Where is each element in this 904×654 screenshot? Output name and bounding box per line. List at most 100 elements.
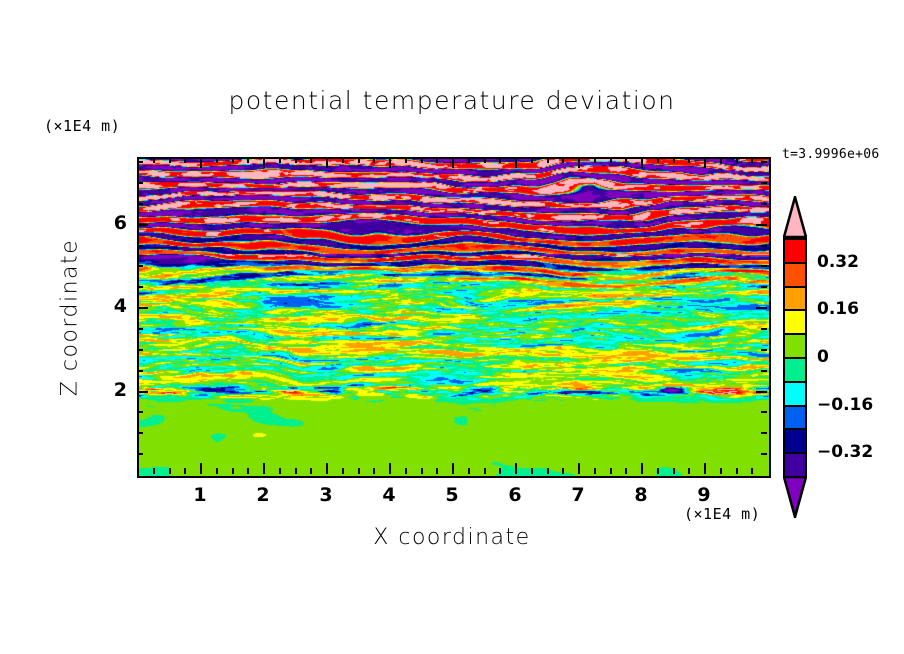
x-tick (373, 468, 376, 474)
colorbar-band[interactable] (783, 285, 807, 312)
x-tick (625, 468, 628, 474)
colorbar-band[interactable] (783, 357, 807, 383)
x-tick-top (751, 157, 754, 163)
x-tick-top (294, 157, 297, 163)
y-tick (137, 369, 143, 372)
x-tick-label: 3 (319, 484, 333, 506)
y-tick (137, 161, 143, 164)
y-tick (137, 286, 143, 289)
x-tick-top (357, 157, 360, 163)
x-tick-top (373, 157, 376, 163)
y-tick (137, 328, 143, 330)
x-tick-top (735, 157, 738, 163)
x-tick (578, 463, 580, 474)
y-tick (137, 411, 143, 414)
x-tick (278, 468, 281, 474)
x-axis-title: X coordinate (373, 525, 531, 550)
y-tick (137, 244, 143, 247)
colorbar-band[interactable] (783, 428, 807, 455)
x-tick-label: 1 (193, 484, 207, 506)
colorbar-band[interactable] (783, 452, 807, 478)
x-tick (467, 468, 470, 474)
colorbar-band[interactable] (783, 333, 807, 359)
x-tick (562, 468, 565, 474)
colorbar-under-arrow (782, 475, 808, 522)
y-tick (137, 348, 143, 351)
x-tick-top (200, 157, 202, 168)
x-tick-top (341, 157, 344, 163)
colorbar-band[interactable] (783, 238, 807, 264)
x-tick (688, 468, 691, 474)
x-tick-top (515, 157, 517, 168)
colorbar-tick-label: −0.32 (817, 442, 874, 463)
x-tick (609, 468, 612, 474)
x-tick-top (278, 157, 281, 163)
x-tick (420, 468, 423, 474)
x-tick-top (704, 157, 706, 168)
x-tick-label: 6 (508, 484, 522, 506)
y-tick-label: 6 (113, 211, 127, 234)
y-tick (137, 432, 143, 435)
y-tick-right (761, 328, 767, 330)
x-tick-top (404, 157, 407, 163)
x-tick-top (609, 157, 612, 163)
x-tick (341, 468, 344, 474)
colorbar[interactable]: 0.32 0.16 0 −0.16 −0.32 (782, 192, 873, 522)
x-tick-top (719, 157, 722, 163)
x-tick-label: 9 (697, 484, 711, 506)
x-tick-top (530, 157, 533, 163)
horizontal-axis-unit-label: (×1E4 m) (684, 505, 761, 523)
y-tick (137, 390, 148, 393)
x-tick-top (625, 157, 628, 163)
y-tick-right (761, 244, 767, 247)
y-tick-right (756, 390, 767, 393)
x-tick (357, 468, 360, 474)
x-tick-top (593, 157, 596, 163)
x-tick-top (546, 157, 549, 163)
x-tick-top (499, 157, 502, 163)
y-tick-right (761, 202, 767, 205)
x-tick-top (215, 157, 218, 163)
x-tick (751, 468, 754, 474)
x-tick-top (562, 157, 565, 163)
x-tick-top (231, 157, 234, 163)
y-tick-right (761, 286, 767, 289)
x-tick-top (310, 157, 313, 163)
x-tick-label: 4 (382, 484, 396, 506)
x-tick-top (672, 157, 675, 163)
x-tick (452, 463, 454, 474)
x-tick (515, 463, 517, 474)
x-tick (389, 463, 391, 474)
y-tick-label: 2 (113, 378, 127, 401)
x-tick (656, 468, 659, 474)
y-tick-right (761, 369, 767, 372)
x-tick (593, 468, 596, 474)
x-tick (326, 463, 328, 474)
x-tick (499, 468, 502, 474)
colorbar-over-arrow (782, 192, 808, 239)
colorbar-tick-label: 0.32 (817, 251, 859, 272)
y-tick (137, 265, 143, 268)
y-tick-right (761, 182, 767, 185)
colorbar-band[interactable] (783, 261, 807, 288)
colorbar-band[interactable] (783, 309, 807, 336)
x-tick-top (420, 157, 423, 163)
x-tick (404, 468, 407, 474)
x-tick-top (152, 157, 155, 163)
x-tick-top (688, 157, 691, 163)
x-tick-top (641, 157, 643, 168)
x-tick-label: 8 (634, 484, 648, 506)
x-tick (641, 463, 643, 474)
vertical-axis-unit-label: (×1E4 m) (44, 117, 121, 135)
x-tick (215, 468, 218, 474)
x-tick-top (467, 157, 470, 163)
y-tick-right (761, 265, 767, 268)
x-tick (200, 463, 202, 474)
colorbar-tick-label: 0.16 (817, 299, 859, 320)
x-tick (436, 468, 439, 474)
time-annotation: t=3.9996e+06 (782, 147, 880, 162)
colorbar-band[interactable] (783, 404, 807, 431)
colorbar-band[interactable] (783, 380, 807, 407)
x-tick (735, 468, 738, 474)
